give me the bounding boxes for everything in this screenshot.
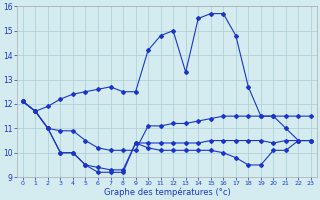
X-axis label: Graphe des températures (°c): Graphe des températures (°c) (104, 188, 230, 197)
